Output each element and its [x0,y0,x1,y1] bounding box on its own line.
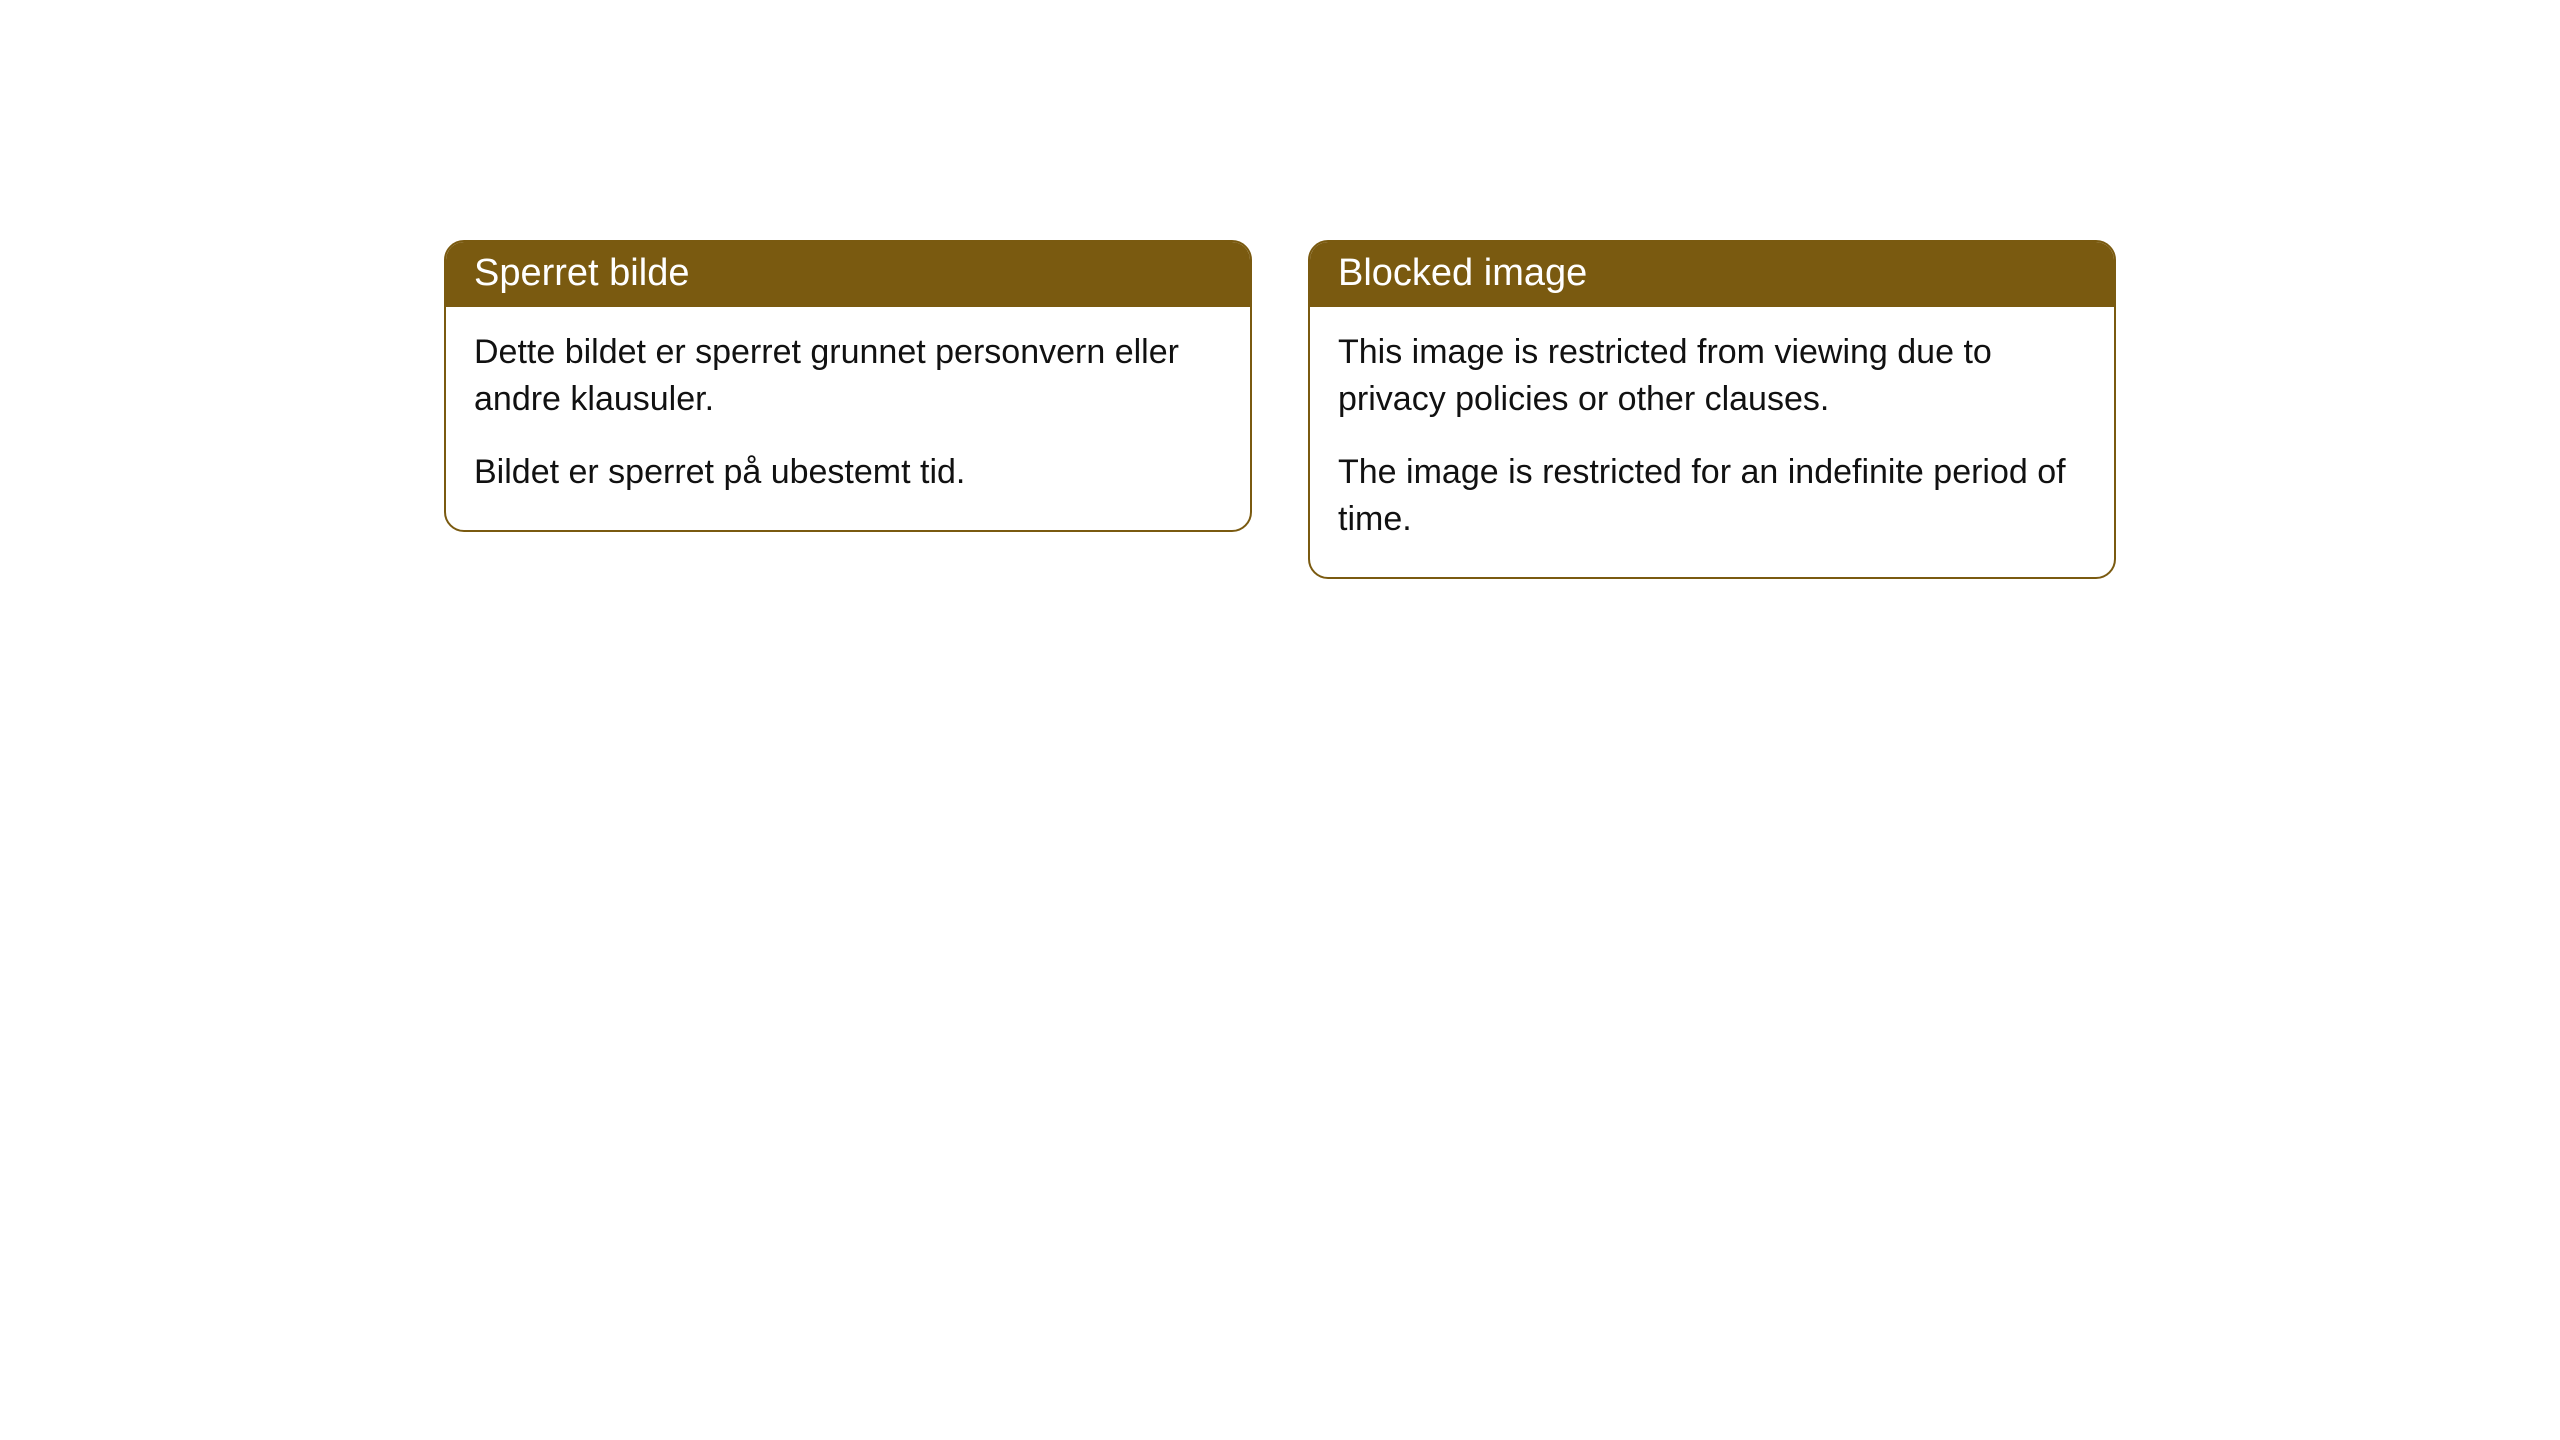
notice-container: Sperret bilde Dette bildet er sperret gr… [444,240,2116,1440]
notice-card-norwegian: Sperret bilde Dette bildet er sperret gr… [444,240,1252,532]
card-header: Sperret bilde [446,242,1250,307]
notice-text: The image is restricted for an indefinit… [1338,449,2086,543]
card-body: This image is restricted from viewing du… [1310,307,2114,577]
notice-text: Bildet er sperret på ubestemt tid. [474,449,1222,496]
notice-text: Dette bildet er sperret grunnet personve… [474,329,1222,423]
card-header: Blocked image [1310,242,2114,307]
card-body: Dette bildet er sperret grunnet personve… [446,307,1250,530]
notice-text: This image is restricted from viewing du… [1338,329,2086,423]
notice-card-english: Blocked image This image is restricted f… [1308,240,2116,579]
